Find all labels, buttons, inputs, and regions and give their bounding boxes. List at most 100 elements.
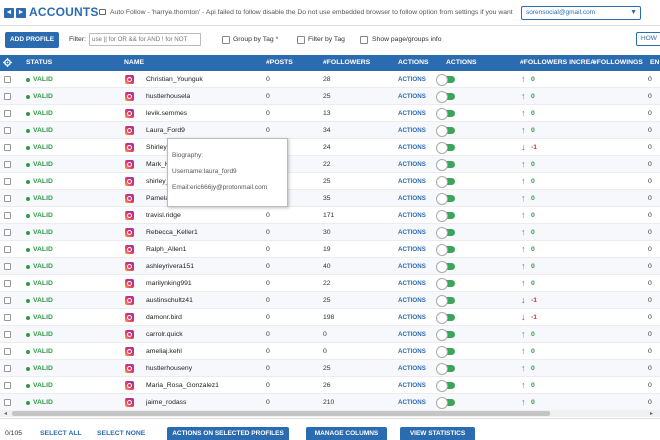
select-all-link[interactable]: SELECT ALL (40, 430, 82, 437)
row-checkbox[interactable] (4, 365, 11, 372)
horizontal-scrollbar[interactable]: ◂ ▸ (0, 410, 660, 417)
actions-toggle[interactable] (436, 142, 455, 154)
add-profile-button[interactable]: ADD PROFILE (5, 32, 59, 48)
table-row[interactable]: VALID austinschultz41 0 25 ACTIONS ↓ -1 0 (0, 292, 660, 309)
filter-by-tag-checkbox[interactable] (297, 36, 305, 44)
actions-link[interactable]: ACTIONS (398, 76, 426, 83)
table-row[interactable]: VALID hustlerhouseny 0 25 ACTIONS ↑ 0 0 (0, 360, 660, 377)
actions-toggle[interactable] (436, 397, 455, 409)
column-followers[interactable]: #FOLLOWERS (323, 59, 371, 66)
row-checkbox[interactable] (4, 178, 11, 185)
row-checkbox[interactable] (4, 229, 11, 236)
profile-name[interactable]: Mark_Howa (146, 161, 183, 168)
actions-toggle[interactable] (436, 176, 455, 188)
actions-link[interactable]: ACTIONS (398, 229, 426, 236)
profile-name[interactable]: Laura_Ford9 (146, 127, 185, 134)
actions-toggle[interactable] (436, 278, 455, 290)
actions-toggle[interactable] (436, 227, 455, 239)
actions-toggle[interactable] (436, 312, 455, 324)
table-row[interactable]: VALID Ralph_Allen1 0 19 ACTIONS ↑ 0 0 (0, 241, 660, 258)
column-followers-increase[interactable]: #FOLLOWERS INCREA (520, 59, 596, 66)
actions-toggle[interactable] (436, 380, 455, 392)
actions-toggle[interactable] (436, 193, 455, 205)
actions-link[interactable]: ACTIONS (398, 93, 426, 100)
profile-name[interactable]: shirley_harv (146, 178, 183, 185)
row-checkbox[interactable] (4, 331, 11, 338)
table-row[interactable]: VALID levik.semmes 0 13 ACTIONS ↑ 0 0 (0, 105, 660, 122)
row-checkbox[interactable] (4, 127, 11, 134)
row-checkbox[interactable] (4, 314, 11, 321)
table-row[interactable]: VALID Maria_Rosa_Gonzalez1 0 26 ACTIONS ↑ 0 0 (0, 377, 660, 394)
actions-toggle[interactable] (436, 329, 455, 341)
table-row[interactable]: VALID hustlerhousela 0 25 ACTIONS ↑ 0 0 (0, 88, 660, 105)
profile-name[interactable]: austinschultz41 (146, 297, 193, 304)
gear-icon[interactable] (3, 58, 12, 67)
row-checkbox[interactable] (4, 110, 11, 117)
table-row[interactable]: VALID Rebecca_Keller1 0 30 ACTIONS ↑ 0 0 (0, 224, 660, 241)
row-checkbox[interactable] (4, 212, 11, 219)
column-extra[interactable]: EN (650, 59, 660, 66)
actions-link[interactable]: ACTIONS (398, 144, 426, 151)
actions-link[interactable]: ACTIONS (398, 280, 426, 287)
row-checkbox[interactable] (4, 297, 11, 304)
actions-link[interactable]: ACTIONS (398, 297, 426, 304)
profile-name[interactable]: carrolr.quick (146, 331, 183, 338)
select-none-link[interactable]: SELECT NONE (97, 430, 146, 437)
actions-link[interactable]: ACTIONS (398, 178, 426, 185)
actions-link[interactable]: ACTIONS (398, 212, 426, 219)
profile-name[interactable]: jaime_rodass (146, 399, 187, 406)
actions-link[interactable]: ACTIONS (398, 348, 426, 355)
actions-toggle[interactable] (436, 91, 455, 103)
profile-name[interactable]: Maria_Rosa_Gonzalez1 (146, 382, 219, 389)
column-actions-2[interactable]: ACTIONS (446, 59, 477, 66)
row-checkbox[interactable] (4, 195, 11, 202)
profile-name[interactable]: travisl.ridge (146, 212, 181, 219)
scrollbar-thumb[interactable] (12, 411, 550, 416)
column-status[interactable]: STATUS (26, 59, 53, 66)
profile-name[interactable]: Pamela_Wo (146, 195, 183, 202)
row-checkbox[interactable] (4, 263, 11, 270)
actions-on-selected-button[interactable]: ACTIONS ON SELECTED PROFILES (167, 427, 289, 440)
table-row[interactable]: VALID jaime_rodass 0 210 ACTIONS ↑ 0 0 (0, 394, 660, 410)
group-by-tag-checkbox[interactable] (222, 36, 230, 44)
profile-name[interactable]: Rebecca_Keller1 (146, 229, 198, 236)
actions-link[interactable]: ACTIONS (398, 331, 426, 338)
table-row[interactable]: VALID travisl.ridge 0 171 ACTIONS ↑ 0 0 (0, 207, 660, 224)
account-select[interactable]: sorensocial@gmail.com ▼ (521, 6, 641, 20)
profile-name[interactable]: ashleyrivera151 (146, 263, 194, 270)
table-row[interactable]: VALID Laura_Ford9 0 34 ACTIONS ↑ 0 0 (0, 122, 660, 139)
actions-toggle[interactable] (436, 295, 455, 307)
actions-toggle[interactable] (436, 261, 455, 273)
actions-toggle[interactable] (436, 244, 455, 256)
profile-name[interactable]: Shirley_Brac (146, 144, 185, 151)
row-checkbox[interactable] (4, 382, 11, 389)
row-checkbox[interactable] (4, 161, 11, 168)
table-row[interactable]: VALID Christian_Younguk 0 28 ACTIONS ↑ 0 0 (0, 71, 660, 88)
actions-link[interactable]: ACTIONS (398, 195, 426, 202)
actions-toggle[interactable] (436, 159, 455, 171)
row-checkbox[interactable] (4, 93, 11, 100)
actions-link[interactable]: ACTIONS (398, 161, 426, 168)
actions-link[interactable]: ACTIONS (398, 110, 426, 117)
actions-link[interactable]: ACTIONS (398, 263, 426, 270)
actions-toggle[interactable] (436, 108, 455, 120)
filter-input[interactable] (89, 33, 201, 46)
row-checkbox[interactable] (4, 246, 11, 253)
back-arrow-icon[interactable]: ◄ (4, 8, 14, 18)
row-checkbox[interactable] (4, 144, 11, 151)
profile-name[interactable]: Christian_Younguk (146, 76, 203, 83)
actions-link[interactable]: ACTIONS (398, 314, 426, 321)
scroll-right-icon[interactable]: ▸ (650, 411, 654, 417)
actions-link[interactable]: ACTIONS (398, 365, 426, 372)
profile-name[interactable]: Ralph_Allen1 (146, 246, 187, 253)
actions-toggle[interactable] (436, 74, 455, 86)
actions-toggle[interactable] (436, 346, 455, 358)
scroll-left-icon[interactable]: ◂ (4, 411, 8, 417)
row-checkbox[interactable] (4, 399, 11, 406)
view-statistics-button[interactable]: VIEW STATISTICS (400, 427, 475, 440)
column-followings[interactable]: #FOLLOWINGS (593, 59, 643, 66)
